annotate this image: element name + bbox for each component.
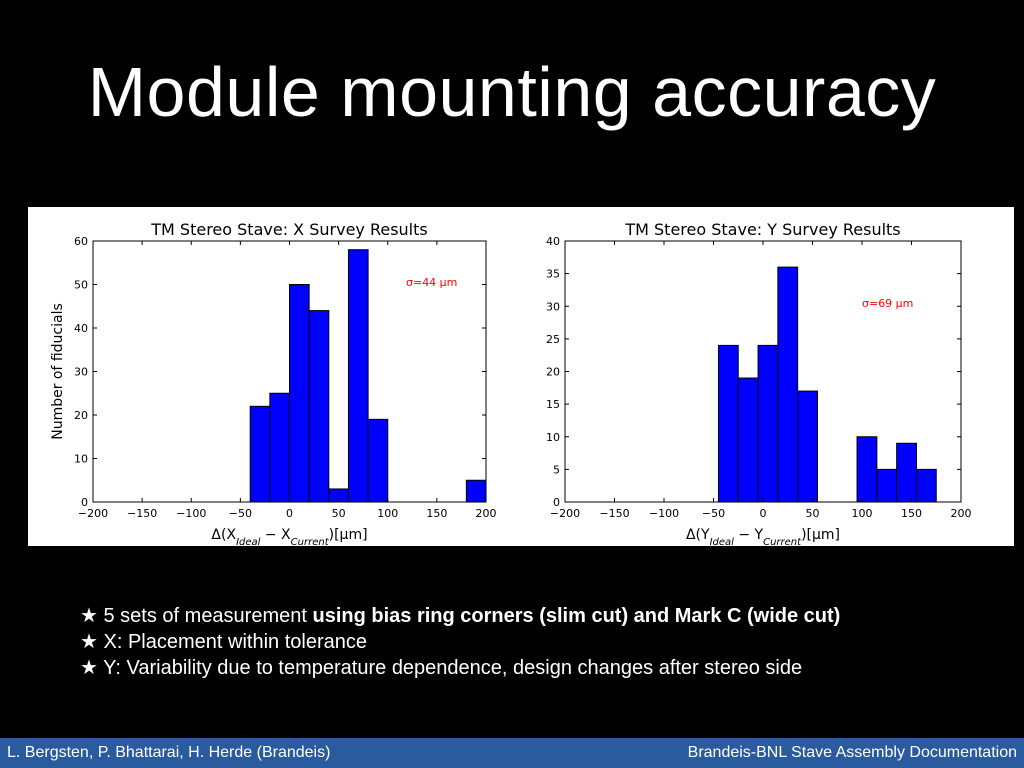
histogram-bar xyxy=(249,405,271,503)
histogram-bar xyxy=(797,390,818,503)
x-axis-label: Δ(XIdeal − XCurrent)[μm] xyxy=(211,527,367,546)
histogram-bar xyxy=(717,344,739,503)
bullet-text: Y: Variability due to temperature depend… xyxy=(103,657,803,679)
x-tick-label: 100 xyxy=(852,507,873,520)
x-tick-label: 200 xyxy=(476,507,497,520)
x-tick-label: −200 xyxy=(550,507,580,520)
y-tick-label: 10 xyxy=(74,453,88,466)
star-icon: ★ xyxy=(80,631,98,653)
histogram-bar xyxy=(876,468,898,503)
plots-panel: TM Stereo Stave: X Survey Results −200 −15… xyxy=(28,207,1014,546)
footer-bar: L. Bergsten, P. Bhattarai, H. Herde (Bra… xyxy=(0,738,1024,768)
y-tick-label: 40 xyxy=(74,322,88,335)
histogram-bar xyxy=(289,284,310,503)
x-tick-label: −50 xyxy=(229,507,252,520)
x-tick-label: −100 xyxy=(649,507,679,520)
y-tick-label: 0 xyxy=(553,496,560,509)
bullet-item: ★ Y: Variability due to temperature depe… xyxy=(80,655,840,681)
y-axis-label: Number of fiducials xyxy=(50,303,66,440)
histogram-bar xyxy=(269,392,291,503)
x-tick-label: −150 xyxy=(127,507,157,520)
y-tick-label: 25 xyxy=(546,333,560,346)
x-tick-label: 200 xyxy=(951,507,972,520)
histogram-bar xyxy=(777,266,799,503)
bullet-item: ★ X: Placement within tolerance xyxy=(80,629,840,655)
x-tick-label: 0 xyxy=(286,507,293,520)
x-survey-histogram: TM Stereo Stave: X Survey Results −200 −15… xyxy=(28,207,528,546)
bullet-item: ★ 5 sets of measurement using bias ring … xyxy=(80,603,840,629)
y-tick-label: 40 xyxy=(546,235,560,248)
chart-title: TM Stereo Stave: X Survey Results xyxy=(150,220,427,239)
sigma-annotation: σ=69 μm xyxy=(862,297,913,310)
x-tick-label: −50 xyxy=(702,507,725,520)
histogram-bar xyxy=(856,436,878,503)
y-tick-label: 35 xyxy=(546,268,560,281)
chart-title: TM Stereo Stave: Y Survey Results xyxy=(624,220,900,239)
histogram-bar xyxy=(308,310,330,503)
x-tick-label: 100 xyxy=(377,507,398,520)
y-tick-label: 0 xyxy=(81,496,88,509)
x-tick-label: 0 xyxy=(760,507,767,520)
bullet-list: ★ 5 sets of measurement using bias ring … xyxy=(80,603,840,681)
y-tick-label: 10 xyxy=(546,431,560,444)
y-tick-label: 60 xyxy=(74,235,88,248)
y-tick-label: 20 xyxy=(546,366,560,379)
slide-title: Module mounting accuracy xyxy=(87,53,937,131)
bullet-text: X: Placement within tolerance xyxy=(103,631,367,653)
x-tick-label: 50 xyxy=(332,507,346,520)
x-tick-label: 150 xyxy=(426,507,447,520)
footer-document-title: Brandeis-BNL Stave Assembly Documentatio… xyxy=(687,744,1017,761)
bullet-bold-text: using bias ring corners (slim cut) and M… xyxy=(312,605,841,627)
x-tick-label: 150 xyxy=(901,507,922,520)
sigma-annotation: σ=44 μm xyxy=(406,276,457,289)
star-icon: ★ xyxy=(80,605,98,627)
histogram-bar xyxy=(915,468,937,503)
histogram-bar xyxy=(757,344,779,503)
x-axis-label: Δ(YIdeal − YCurrent)[μm] xyxy=(686,527,840,546)
star-icon: ★ xyxy=(80,657,98,679)
y-tick-label: 30 xyxy=(74,366,88,379)
histogram-bar xyxy=(737,377,759,503)
histogram-bar xyxy=(465,479,487,503)
bullet-text: 5 sets of measurement xyxy=(103,605,313,627)
x-tick-label: −200 xyxy=(78,507,108,520)
histogram-bar xyxy=(896,442,917,503)
x-tick-label: 50 xyxy=(806,507,820,520)
footer-authors: L. Bergsten, P. Bhattarai, H. Herde (Bra… xyxy=(7,744,331,761)
y-tick-label: 20 xyxy=(74,409,88,422)
x-tick-label: −100 xyxy=(176,507,206,520)
histogram-bar xyxy=(347,249,369,503)
y-histogram-svg: TM Stereo Stave: Y Survey Results −200 −15… xyxy=(546,220,972,546)
histogram-bar xyxy=(367,418,389,503)
y-survey-histogram: TM Stereo Stave: Y Survey Results −200 −15… xyxy=(538,207,1014,546)
x-tick-label: −150 xyxy=(599,507,629,520)
y-tick-label: 30 xyxy=(546,300,560,313)
y-tick-label: 15 xyxy=(546,398,560,411)
y-tick-label: 50 xyxy=(74,279,88,292)
x-histogram-svg: TM Stereo Stave: X Survey Results −200 −15… xyxy=(50,220,497,546)
y-tick-label: 5 xyxy=(553,463,560,476)
